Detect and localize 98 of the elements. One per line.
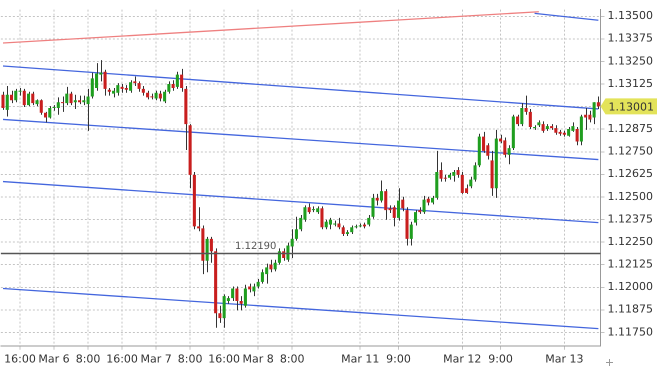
y-tick-label: 1.12750 [608, 144, 654, 158]
candlestick [44, 111, 48, 123]
candlestick [112, 88, 116, 98]
candlestick [460, 172, 464, 194]
candlestick [48, 106, 52, 120]
candlestick [274, 259, 277, 272]
y-tick-label: 1.13500 [608, 9, 654, 22]
candlestick [482, 131, 486, 154]
candlestick [210, 236, 213, 264]
candlestick [571, 122, 574, 132]
candlestick [82, 95, 86, 106]
y-tick-label: 1.12375 [608, 212, 654, 226]
candlestick [308, 202, 311, 214]
x-tick-label: 16:00 [208, 352, 240, 366]
candlestick [158, 90, 162, 102]
x-tick-label: 9:00 [488, 352, 513, 366]
candlestick [376, 193, 379, 206]
candlestick [235, 286, 238, 311]
candlestick [584, 108, 588, 130]
y-tick-label: 1.13375 [608, 32, 654, 45]
candlestick [142, 86, 145, 96]
candlestick [508, 144, 511, 165]
candlestick [414, 210, 418, 226]
x-tick-label: Mar 11 [341, 352, 380, 366]
candlestick [172, 80, 175, 92]
candlestick [74, 94, 77, 110]
x-tick-label: 8:00 [178, 352, 202, 366]
candlestick [26, 91, 30, 107]
x-tick-label: 16:00 [4, 352, 36, 366]
candlestick [422, 195, 426, 214]
candlestick [61, 96, 64, 112]
candlestick [324, 219, 328, 230]
y-tick-label: 1.12250 [608, 234, 654, 248]
candlestick [40, 98, 43, 116]
x-tick-label: 8:00 [280, 352, 305, 366]
candlestick [328, 217, 332, 230]
candlestick [294, 216, 298, 242]
candlestick [524, 95, 528, 116]
candlestick [22, 88, 26, 108]
candlestick [86, 88, 90, 132]
y-tick-label: 1.12875 [608, 122, 654, 136]
candlestick [503, 137, 506, 158]
y-tick-label: 1.12125 [608, 258, 654, 271]
candlestick [528, 108, 532, 130]
x-tick-label: 16:00 [106, 352, 138, 366]
candlestick [265, 263, 268, 284]
candlestick [222, 294, 226, 328]
x-tick-label: Mar 13 [545, 352, 584, 366]
candlestick [410, 221, 413, 246]
candlestick [392, 204, 396, 227]
candlestick [206, 236, 209, 273]
candlestick [592, 102, 596, 125]
x-tick-label: 9:00 [386, 352, 411, 366]
candlestick [290, 228, 294, 258]
candlestick [6, 86, 9, 118]
candlestick [244, 284, 247, 308]
ref-line-label: 1.12190 [235, 241, 276, 252]
x-tick-label: Mar 8 [242, 352, 274, 366]
candlestick [260, 268, 264, 284]
candlestick [252, 283, 256, 297]
candlestick [576, 126, 579, 146]
candlestick [31, 91, 34, 106]
candlestick [116, 82, 120, 96]
candlestick [70, 91, 73, 106]
candlestick [554, 124, 558, 136]
x-tick-label: Mar 7 [140, 352, 172, 366]
candlestick [1, 91, 5, 110]
candlestick [138, 80, 141, 92]
y-tick-label: 1.11875 [608, 302, 654, 316]
candlestick [14, 88, 18, 103]
y-tick-label: 1.13125 [608, 76, 654, 90]
candlestick [10, 90, 14, 104]
candlestick [396, 188, 400, 222]
x-tick-label: Mar 12 [443, 352, 482, 366]
candlestick [384, 188, 388, 220]
candlestick [380, 180, 384, 204]
y-tick-label: 1.11750 [608, 325, 654, 338]
candlestick [567, 126, 570, 138]
candlestick [456, 166, 460, 178]
candlestick [520, 102, 524, 127]
candlestick [320, 206, 324, 230]
candlestick [516, 114, 520, 127]
y-tick-label: 1.12625 [608, 167, 654, 180]
candlestick [542, 120, 545, 134]
candlestick [154, 90, 158, 101]
candlestick [231, 286, 234, 302]
text: 1.13001 [608, 100, 654, 114]
candlestick [596, 96, 600, 110]
x-tick-label: 8:00 [76, 352, 100, 366]
candlestick [56, 96, 60, 116]
candlestick [129, 80, 132, 94]
candlestick [452, 170, 456, 182]
candlestick [90, 72, 94, 99]
candlestick [176, 71, 179, 90]
y-tick-label: 1.12500 [608, 190, 654, 203]
y-tick-label: 1.12000 [608, 280, 654, 294]
x-tick-label: Mar 6 [38, 352, 70, 366]
y-tick-label: 1.13250 [608, 54, 654, 68]
